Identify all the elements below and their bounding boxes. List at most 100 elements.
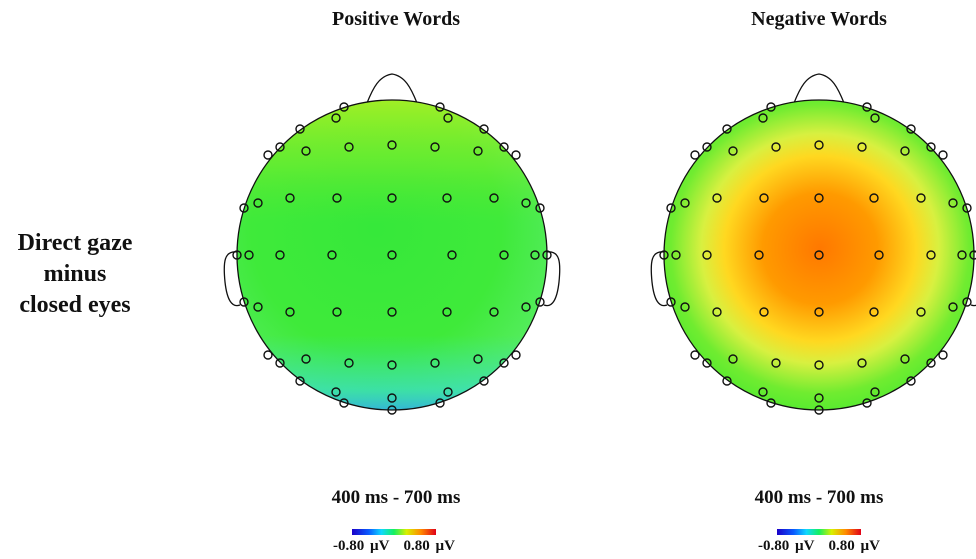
electrode-marker xyxy=(253,302,263,312)
electrode-marker xyxy=(666,203,676,213)
electrode-marker xyxy=(499,142,509,152)
left-ear-icon xyxy=(223,251,241,307)
electrode-marker xyxy=(754,250,764,260)
electrode-marker xyxy=(387,393,397,403)
electrode-marker xyxy=(916,193,926,203)
electrode-marker xyxy=(442,307,452,317)
row-label-line-3: closed eyes xyxy=(19,292,131,318)
electrode-marker xyxy=(962,297,972,307)
colorbar-labels-positive: -0.80 µV 0.80 µV xyxy=(333,538,455,555)
electrode-marker xyxy=(542,250,552,260)
colorbar-negative xyxy=(777,529,861,535)
electrode-marker xyxy=(489,193,499,203)
row-label-line-1: Direct gaze xyxy=(17,230,133,256)
left-ear-icon xyxy=(650,251,668,307)
electrode-marker xyxy=(344,358,354,368)
electrode-marker xyxy=(680,302,690,312)
electrode-marker xyxy=(759,307,769,317)
electrode-marker xyxy=(874,250,884,260)
electrode-marker xyxy=(263,350,273,360)
nose-icon xyxy=(366,73,418,104)
electrode-marker xyxy=(387,140,397,150)
scalp-outline xyxy=(663,99,975,411)
electrode-marker xyxy=(666,297,676,307)
electrode-marker xyxy=(948,198,958,208)
electrode-marker xyxy=(671,250,681,260)
electrode-marker xyxy=(712,193,722,203)
time-window-negative: 400 ms - 700 ms xyxy=(754,487,884,508)
electrode-marker xyxy=(275,358,285,368)
electrode-marker xyxy=(722,124,732,134)
electrode-marker xyxy=(479,124,489,134)
electrode-marker xyxy=(232,250,242,260)
electrode-marker xyxy=(275,250,285,260)
electrode-marker xyxy=(473,146,483,156)
electrode-marker xyxy=(327,250,337,260)
scale-min-label: -0.80 µV xyxy=(333,538,390,554)
right-ear-icon xyxy=(543,251,561,307)
electrode-marker xyxy=(659,250,669,260)
electrode-marker xyxy=(511,350,521,360)
electrode-marker xyxy=(957,250,967,260)
electrode-marker xyxy=(870,113,880,123)
electrode-marker xyxy=(443,113,453,123)
electrode-marker xyxy=(435,398,445,408)
electrode-marker xyxy=(479,376,489,386)
electrode-marker xyxy=(332,307,342,317)
electrode-marker xyxy=(969,250,976,260)
row-label: Direct gaze minus closed eyes xyxy=(0,228,150,321)
electrode-marker xyxy=(443,387,453,397)
electrode-marker xyxy=(869,307,879,317)
electrode-marker xyxy=(906,376,916,386)
electrode-marker xyxy=(521,198,531,208)
electrode-marker xyxy=(766,102,776,112)
scale-max-label: 0.80 µV xyxy=(828,538,880,554)
electrode-marker xyxy=(447,250,457,260)
electrode-marker xyxy=(948,302,958,312)
electrode-marker xyxy=(926,250,936,260)
electrode-marker xyxy=(938,350,948,360)
electrode-marker xyxy=(244,250,254,260)
electrode-marker xyxy=(511,150,521,160)
electrode-marker xyxy=(239,203,249,213)
electrode-marker xyxy=(387,360,397,370)
nose-icon xyxy=(793,73,845,104)
electrode-marker xyxy=(295,124,305,134)
scale-min-label: -0.80 µV xyxy=(758,538,815,554)
panel-title-negative: Negative Words xyxy=(751,8,887,30)
electrode-marker xyxy=(814,360,824,370)
electrode-marker xyxy=(857,358,867,368)
electrode-marker xyxy=(344,142,354,152)
electrode-marker xyxy=(759,193,769,203)
electrode-marker xyxy=(926,142,936,152)
electrode-marker xyxy=(690,350,700,360)
electrode-marker xyxy=(331,387,341,397)
electrode-marker xyxy=(771,142,781,152)
electrode-marker xyxy=(814,250,824,260)
electrode-marker xyxy=(906,124,916,134)
electrode-marker xyxy=(339,102,349,112)
electrode-marker xyxy=(857,142,867,152)
electrode-marker xyxy=(499,358,509,368)
electrode-layer xyxy=(232,102,552,415)
electrode-marker xyxy=(862,102,872,112)
electrode-marker xyxy=(535,203,545,213)
electrode-marker xyxy=(301,354,311,364)
electrode-layer xyxy=(659,102,976,415)
electrode-marker xyxy=(332,193,342,203)
electrode-marker xyxy=(870,387,880,397)
electrode-marker xyxy=(722,376,732,386)
electrode-marker xyxy=(285,193,295,203)
electrode-marker xyxy=(499,250,509,260)
electrode-marker xyxy=(900,354,910,364)
electrode-marker xyxy=(814,405,824,415)
electrode-marker xyxy=(295,376,305,386)
electrode-marker xyxy=(712,307,722,317)
electrode-marker xyxy=(702,358,712,368)
electrode-marker xyxy=(702,250,712,260)
electrode-marker xyxy=(690,150,700,160)
electrode-marker xyxy=(728,354,738,364)
electrode-marker xyxy=(814,140,824,150)
electrode-marker xyxy=(728,146,738,156)
